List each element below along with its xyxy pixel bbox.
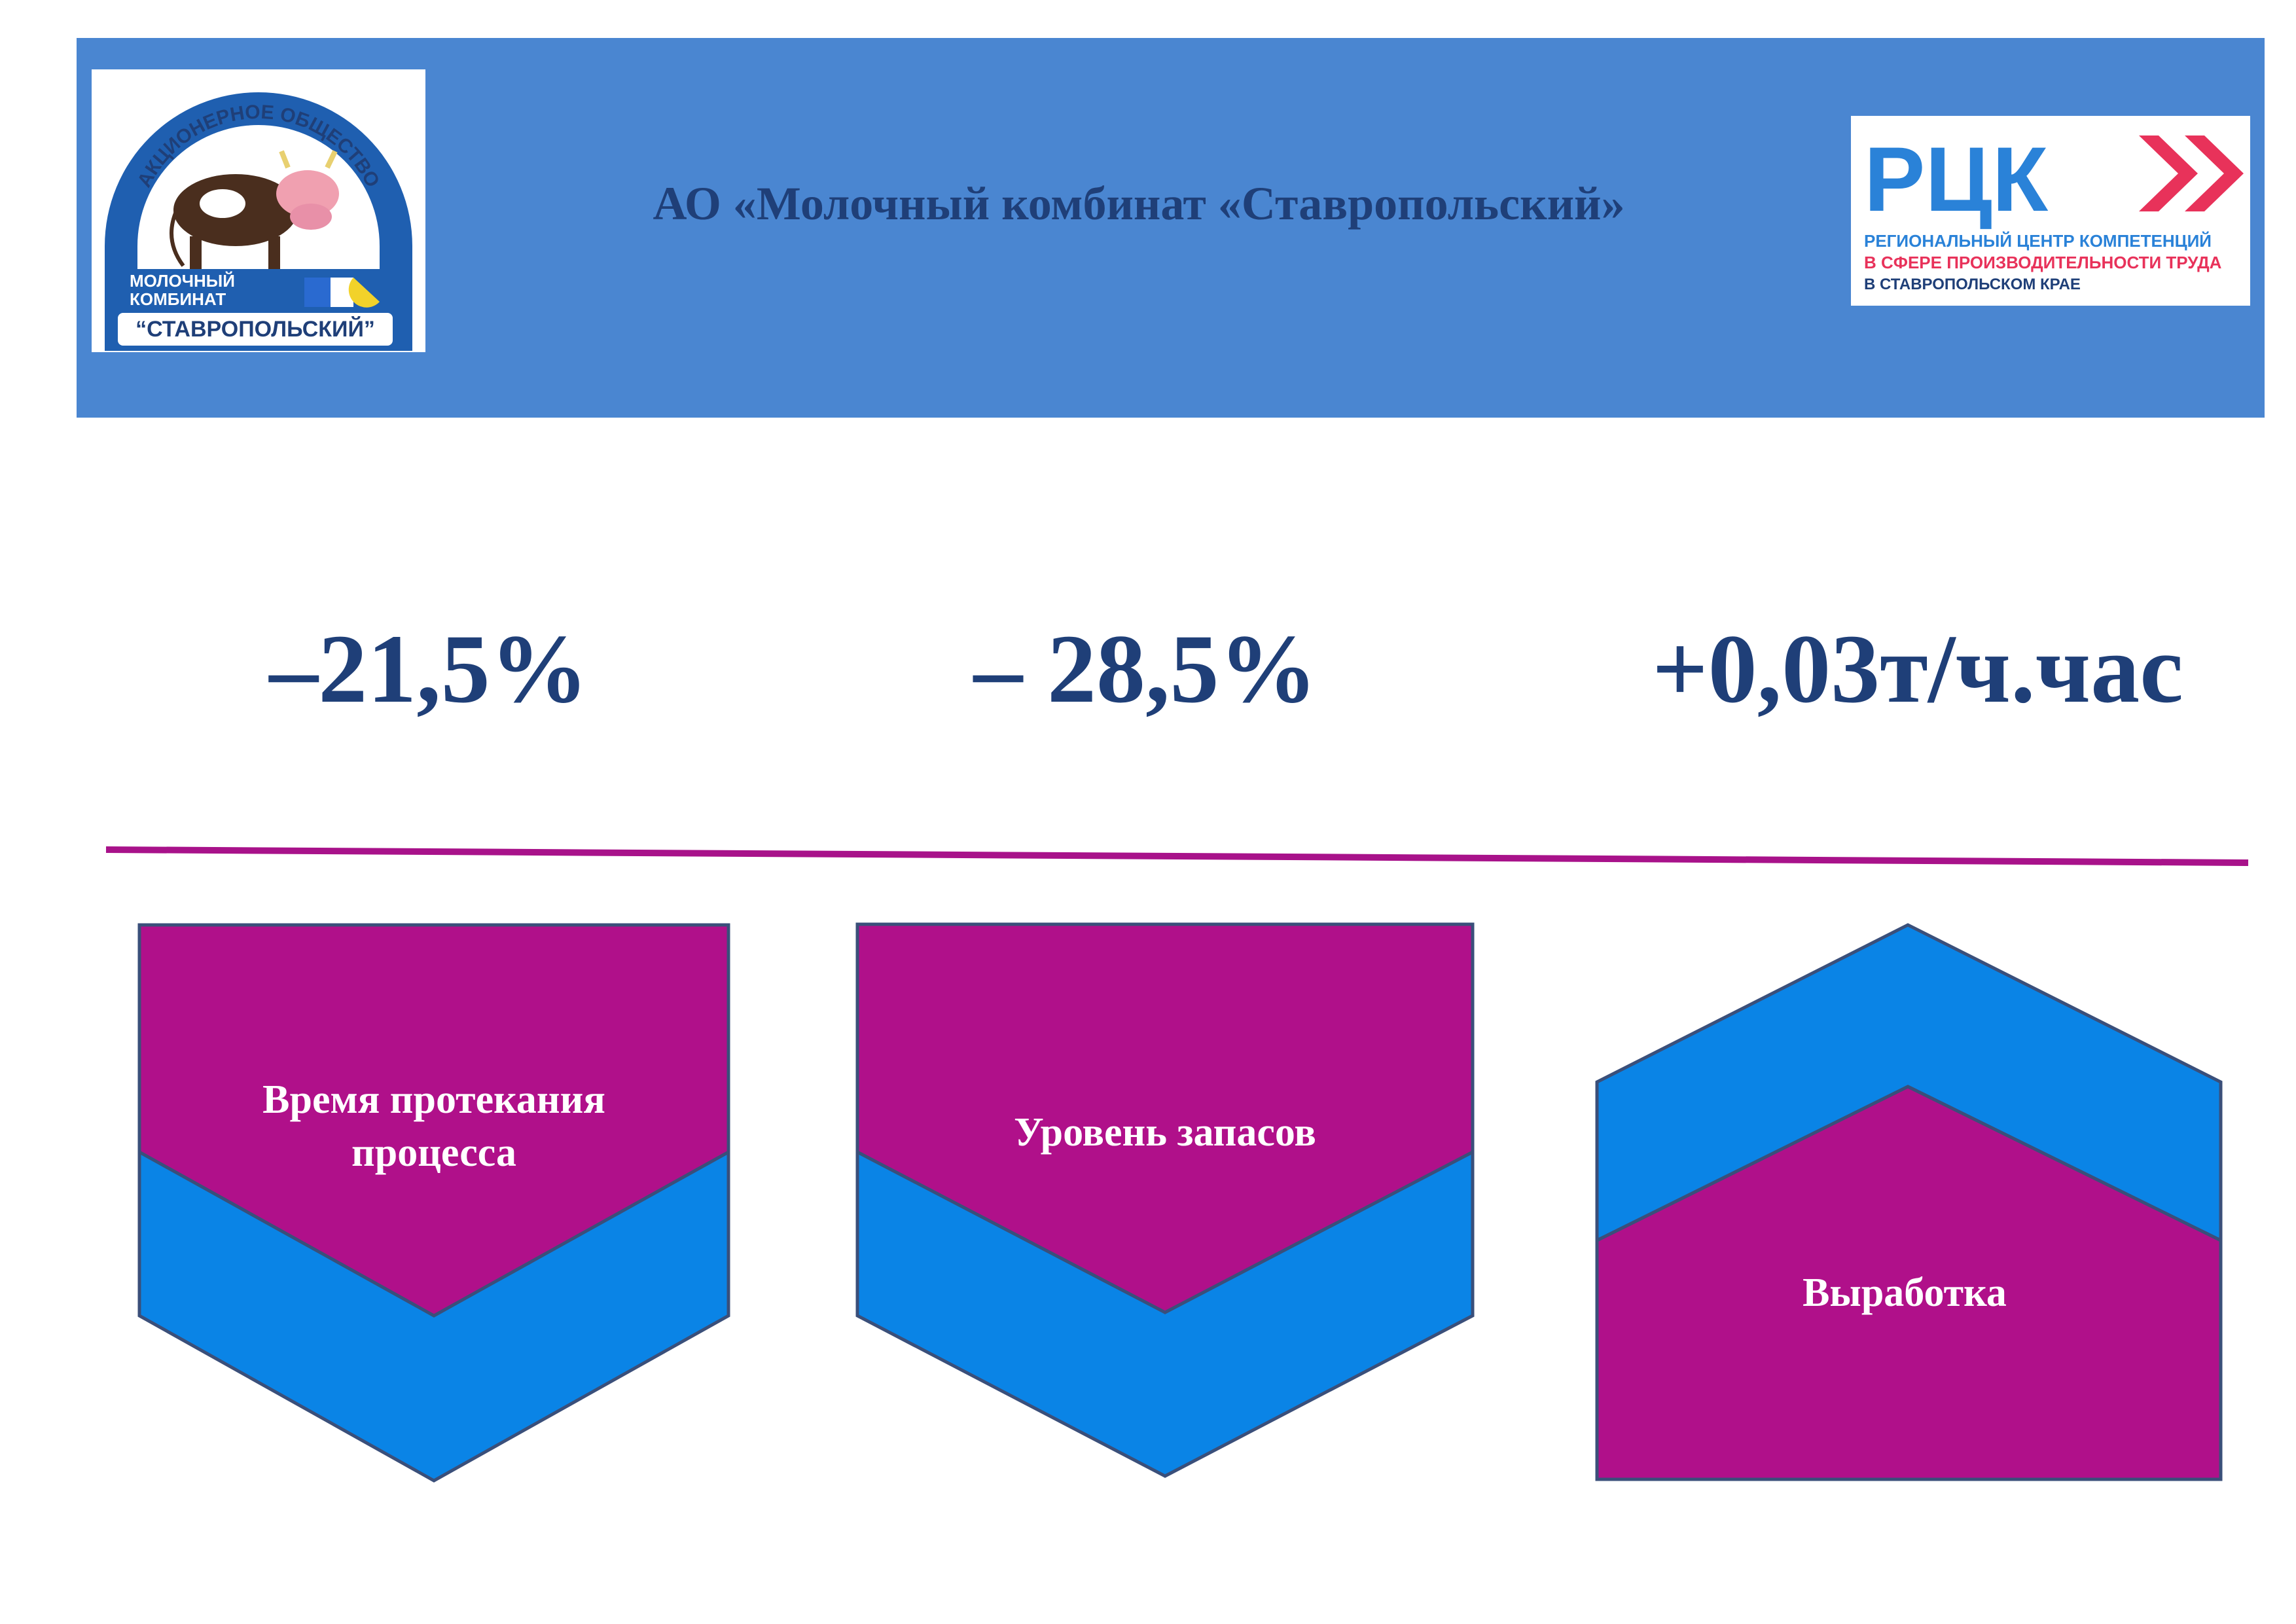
company-logo: АКЦИОНЕРНОЕ ОБЩЕСТВО МОЛОЧНЫЙ КОМБИНАТ “… bbox=[92, 69, 425, 352]
label-output: Выработка bbox=[1803, 1271, 2007, 1315]
label-process-time-line1: Время протекания bbox=[262, 1077, 605, 1122]
page-title: АО «Молочный комбинат «Ставропольский» bbox=[653, 177, 1625, 230]
down-arrow-shape-process bbox=[137, 923, 730, 1483]
rck-line2: В СФЕРЕ ПРОИЗВОДИТЕЛЬНОСТИ ТРУДА bbox=[1864, 253, 2222, 272]
logo-line1: МОЛОЧНЫЙ bbox=[130, 271, 235, 291]
label-process-time: Время протекания процесса bbox=[205, 1074, 663, 1179]
logo-line2: КОМБИНАТ bbox=[130, 289, 226, 309]
rck-logo: РЦК РЕГИОНАЛЬНЫЙ ЦЕНТР КОМПЕТЕНЦИЙ В СФЕ… bbox=[1851, 116, 2250, 306]
down-arrow-shape-inventory bbox=[855, 922, 1475, 1478]
up-arrow-shape-output bbox=[1595, 923, 2223, 1481]
rck-line1: РЕГИОНАЛЬНЫЙ ЦЕНТР КОМПЕТЕНЦИЙ bbox=[1864, 231, 2212, 251]
rck-line3: В СТАВРОПОЛЬСКОМ КРАЕ bbox=[1864, 276, 2081, 293]
mks-mark-icon bbox=[304, 278, 380, 308]
metric-output: +0,03т/ч.час bbox=[1652, 615, 2183, 723]
rck-brand-text: РЦК bbox=[1864, 128, 2049, 230]
metric-process-time: –21,5% bbox=[269, 615, 588, 723]
double-chevron-icon bbox=[2139, 135, 2244, 211]
metric-inventory: – 28,5% bbox=[973, 615, 1318, 723]
label-process-time-line2: процесса bbox=[351, 1130, 516, 1175]
label-inventory: Уровень запасов bbox=[1014, 1110, 1316, 1155]
logo-line3: “СТАВРОПОЛЬСКИЙ” bbox=[135, 316, 375, 342]
